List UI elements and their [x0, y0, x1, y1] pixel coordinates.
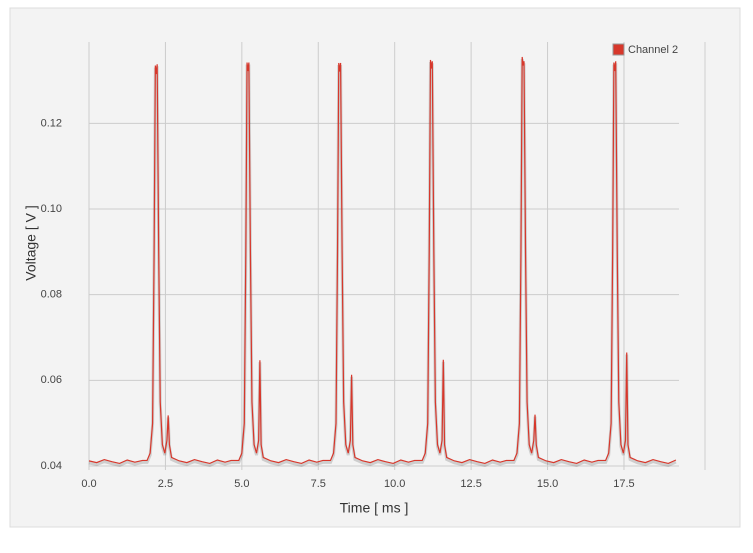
- chart-frame: [9, 7, 741, 528]
- x-tick-label: 2.5: [158, 478, 173, 490]
- x-tick-label: 0.0: [81, 478, 96, 490]
- y-tick-label: 0.04: [41, 460, 62, 472]
- series-line: [88, 56, 677, 465]
- line-shadow: [88, 58, 677, 468]
- x-tick-label: 12.5: [460, 478, 481, 490]
- x-tick-label: 17.5: [613, 478, 634, 490]
- y-tick-label: 0.12: [41, 117, 62, 129]
- grid: [88, 42, 679, 470]
- plot: [88, 56, 677, 468]
- x-tick-label: 7.5: [311, 478, 326, 490]
- y-axis-title: Voltage [ V ]: [23, 205, 39, 281]
- x-tick-label: 10.0: [384, 478, 405, 490]
- y-tick-label: 0.10: [41, 203, 62, 215]
- legend-label: Channel 2: [628, 44, 678, 56]
- x-axis-title: Time [ ms ]: [340, 500, 409, 516]
- x-tick-label: 5.0: [234, 478, 249, 490]
- y-tick-label: 0.06: [41, 374, 62, 386]
- x-tick-label: 15.0: [537, 478, 558, 490]
- legend-swatch: [612, 43, 625, 56]
- y-tick-label: 0.08: [41, 289, 62, 301]
